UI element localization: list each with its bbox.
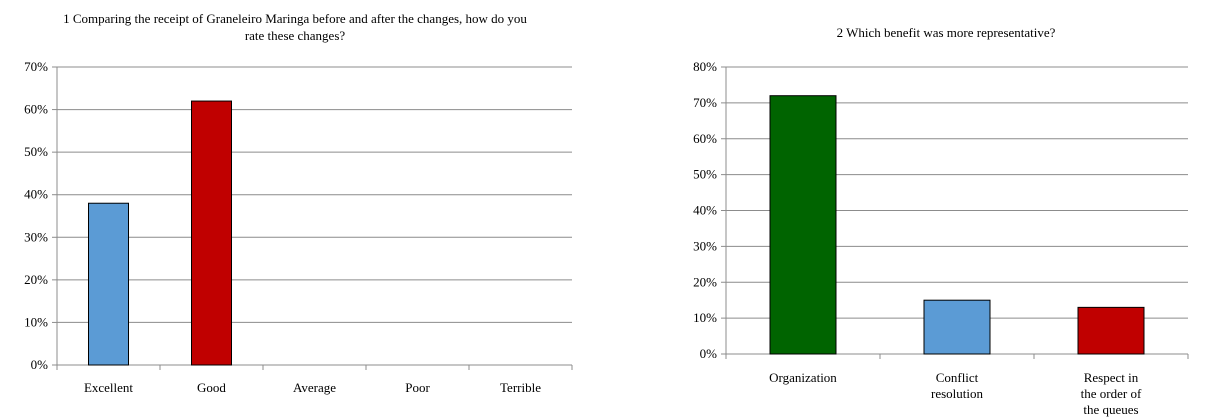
y-tick-label: 20% [24, 272, 48, 287]
x-category-label: Good [197, 380, 226, 395]
y-tick-label: 20% [693, 274, 717, 289]
bar-organization [769, 95, 837, 355]
x-category-label: Poor [405, 380, 430, 395]
y-tick-label: 60% [24, 102, 48, 117]
x-category-label: Average [293, 380, 336, 395]
y-tick-label: 0% [31, 357, 49, 372]
chart-1-plot: 0% 10% 20% 30% 40% 50% 60% 70% Excellent Good Aver… [24, 59, 573, 395]
x-category-label: Respect in the order of the queues [1081, 370, 1142, 417]
bar-conflict-resolution [923, 299, 991, 355]
y-tick-label: 50% [24, 144, 48, 159]
x-category-label: Organization [769, 370, 837, 385]
y-tick-label: 40% [24, 187, 48, 202]
y-tick-label: 80% [693, 59, 717, 74]
x-category-label: Excellent [84, 380, 133, 395]
y-tick-label: 10% [24, 314, 48, 329]
chart-2-title: 2 Which benefit was more representative? [836, 25, 1056, 40]
y-tick-label: 70% [24, 59, 48, 74]
chart-2-panel: 2 Which benefit was more representative?… [606, 0, 1206, 419]
chart-2-plot: 0% 10% 20% 30% 40% 50% 60% 70% 80% Organization Co… [693, 59, 1189, 417]
chart-1-panel: 1 Comparing the receipt of Graneleiro Ma… [0, 0, 600, 419]
y-tick-label: 60% [693, 131, 717, 146]
chart-1-title: 1 Comparing the receipt of Graneleiro Ma… [63, 11, 527, 43]
bar-respect-in-the-order-of-the-queues [1077, 306, 1145, 355]
bar-excellent [88, 202, 129, 366]
y-tick-label: 40% [693, 203, 717, 218]
y-tick-label: 70% [693, 95, 717, 110]
y-tick-label: 30% [693, 238, 717, 253]
y-tick-label: 50% [693, 167, 717, 182]
y-tick-label: 30% [24, 229, 48, 244]
bar-good [191, 100, 232, 366]
x-category-label: Terrible [500, 380, 541, 395]
y-tick-label: 10% [693, 310, 717, 325]
x-category-label: Conflict resolution [931, 370, 983, 401]
y-tick-label: 0% [700, 346, 718, 361]
